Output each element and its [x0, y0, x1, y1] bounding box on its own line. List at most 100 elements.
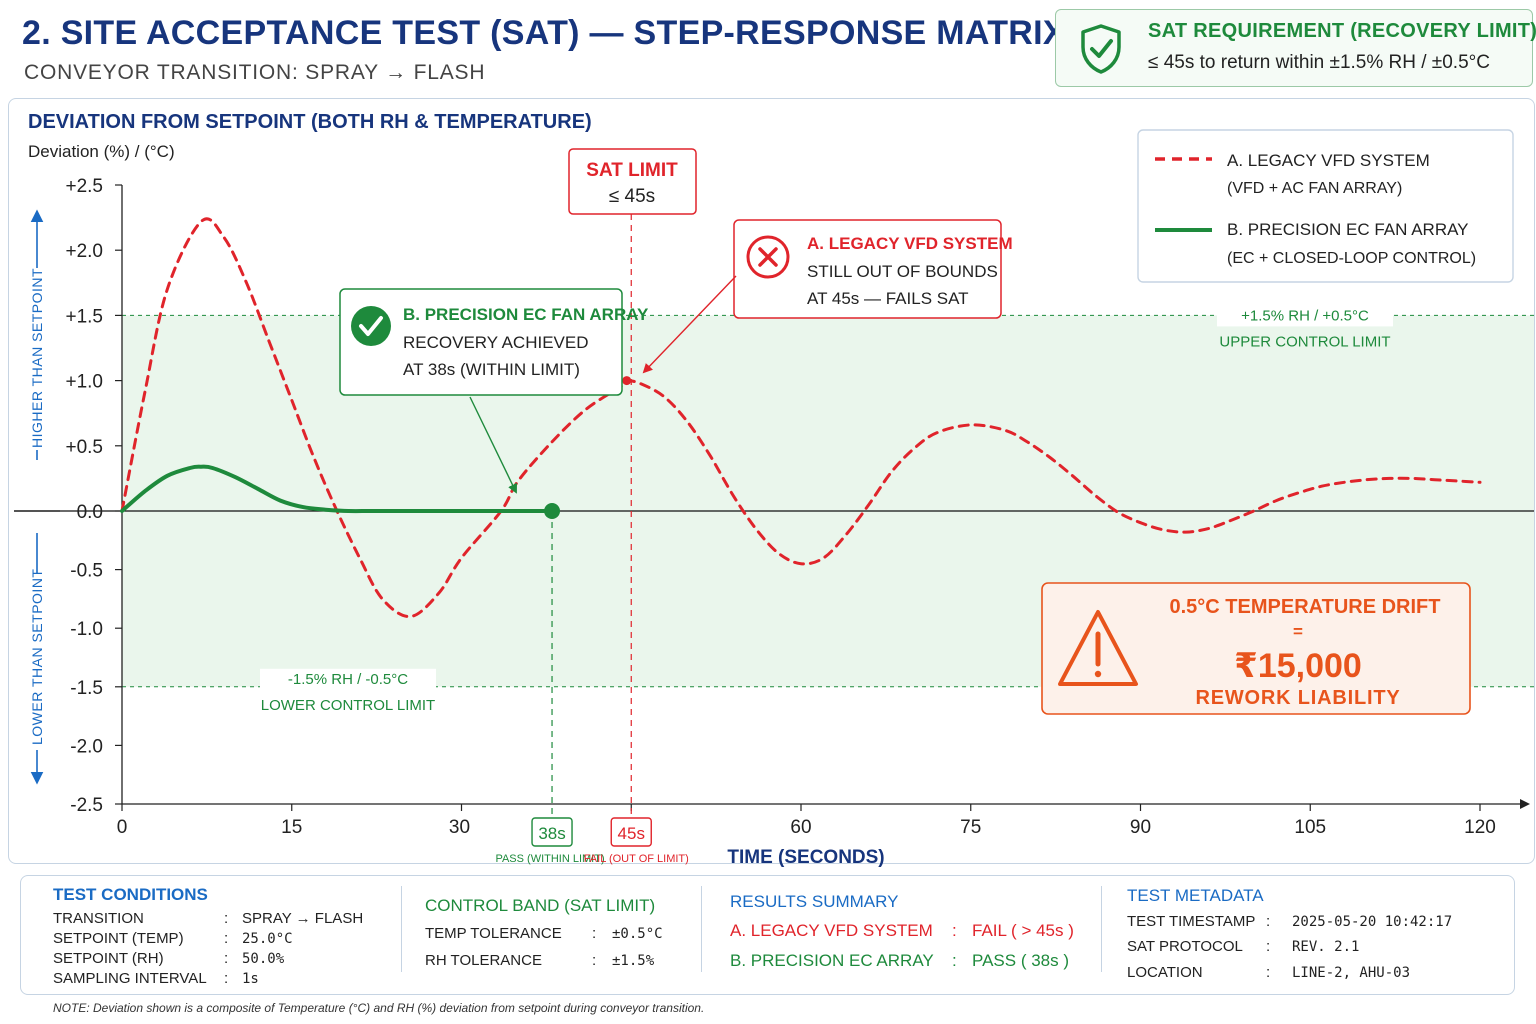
info-panel: [20, 875, 1515, 995]
cond-colon-3: :: [224, 970, 229, 987]
legend-ec-name: B. PRECISION EC FAN ARRAY: [1227, 220, 1469, 239]
meta-label-0: TEST TIMESTAMP: [1127, 913, 1256, 930]
ec-recovery-point: [544, 503, 561, 519]
y-side-lower-label: LOWER THAN SETPOINT: [29, 569, 45, 745]
x-axis-arrow: [1520, 799, 1530, 809]
divider: [401, 886, 402, 972]
requirement-title: SAT REQUIREMENT (RECOVERY LIMIT): [1148, 20, 1536, 42]
series-line-ec: [120, 464, 554, 514]
x-tick-label: 0: [117, 817, 128, 838]
upper-limit-label-0: +1.5% RH / +0.5°C: [1241, 307, 1369, 324]
cond-value-1: 25.0°C: [242, 931, 293, 947]
sat-requirement-box: SAT REQUIREMENT (RECOVERY LIMIT) ≤ 45s t…: [1055, 9, 1536, 87]
page-title: 2. SITE ACCEPTANCE TEST (SAT) — STEP-RES…: [22, 14, 1066, 52]
cond-label-0: TRANSITION: [53, 910, 144, 927]
y-tick-label: -2.5: [70, 795, 103, 816]
x-tick-label: 105: [1294, 817, 1326, 838]
band-title: CONTROL BAND (SAT LIMIT): [425, 896, 656, 915]
band-value-0: ±0.5°C: [612, 926, 663, 942]
x-tick-label: 60: [790, 817, 811, 838]
y-side-upper: HIGHER THAN SETPOINT: [28, 209, 46, 460]
conditions-title: TEST CONDITIONS: [53, 885, 208, 904]
y-tick-label: +2.0: [65, 241, 103, 262]
y-tick-label: +1.0: [65, 372, 103, 393]
sat-limit-text: ≤ 45s: [609, 186, 655, 207]
marker-box-fail: [610, 817, 652, 847]
drift-warning-box: 0.5°C TEMPERATURE DRIFT = ₹15,000 REWORK…: [1041, 582, 1471, 715]
x-tick-label: 120: [1464, 817, 1496, 838]
marker-sub-fail: FAIL (OUT OF LIMIT): [584, 853, 689, 865]
lower-limit-label-0: -1.5% RH / -0.5°C: [288, 671, 408, 688]
marker-label-pass: 38s: [538, 824, 565, 843]
vfd-callout-title: A. LEGACY VFD SYSTEM: [807, 234, 1013, 253]
cond-value-0: SPRAY → FLASH: [242, 910, 364, 927]
legend-ec-sub: (EC + CLOSED-LOOP CONTROL): [1227, 250, 1476, 267]
cond-colon-0: :: [224, 910, 229, 927]
y-axis-label: Deviation (%) / (°C): [28, 142, 175, 161]
cond-colon-1: :: [224, 930, 229, 947]
sat-limit-title: SAT LIMIT: [586, 160, 678, 181]
cond-label-1: SETPOINT (TEMP): [53, 930, 184, 947]
x-circle-icon: [746, 235, 790, 279]
y-tick-label: +1.5: [65, 306, 103, 327]
cond-value-3: 1s: [242, 971, 259, 987]
x-tick-label: 90: [1130, 817, 1151, 838]
meta-colon-0: :: [1266, 913, 1271, 930]
marker-label-fail: 45s: [618, 824, 645, 843]
x-axis-title: TIME (SECONDS): [727, 847, 884, 868]
result-value-1: PASS ( 38s ): [972, 951, 1069, 970]
marker-box-pass: [531, 817, 573, 847]
drift-sub: REWORK LIABILITY: [1195, 687, 1400, 709]
sat-limit-box: SAT LIMIT ≤ 45s: [568, 148, 697, 215]
band-colon-1: :: [592, 952, 597, 969]
y-tick-label: +0.5: [65, 437, 103, 458]
marker-sub-pass: PASS (WITHIN LIMIT): [495, 853, 604, 865]
page-subtitle: CONVEYOR TRANSITION: SPRAY → FLASH: [24, 61, 486, 84]
metadata-title: TEST METADATA: [1127, 886, 1264, 905]
drift-equals: =: [1293, 622, 1303, 641]
band-value-1: ±1.5%: [612, 953, 655, 969]
cond-colon-2: :: [224, 950, 229, 967]
meta-label-1: SAT PROTOCOL: [1127, 938, 1243, 955]
band-colon-0: :: [592, 925, 597, 942]
result-colon-1: :: [952, 951, 957, 970]
ec-callout-line2: AT 38s (WITHIN LIMIT): [403, 360, 580, 379]
requirement-text: ≤ 45s to return within ±1.5% RH / ±0.5°C: [1148, 52, 1490, 73]
lower-limit-label-1: LOWER CONTROL LIMIT: [261, 697, 435, 714]
upper-limit-label-1: UPPER CONTROL LIMIT: [1219, 333, 1390, 350]
y-side-lower: LOWER THAN SETPOINT: [28, 533, 46, 785]
check-circle-icon: [351, 306, 391, 346]
y-tick-label: -0.5: [70, 561, 103, 582]
footnote: NOTE: Deviation shown is a composite of …: [53, 1001, 705, 1015]
result-label-0: A. LEGACY VFD SYSTEM: [730, 921, 933, 940]
cond-label-3: SAMPLING INTERVAL: [53, 970, 207, 987]
x-tick-label: 75: [960, 817, 981, 838]
drift-value: ₹15,000: [1234, 647, 1362, 685]
divider: [701, 886, 702, 972]
result-value-0: FAIL ( > 45s ): [972, 921, 1074, 940]
ec-callout: B. PRECISION EC FAN ARRAY RECOVERY ACHIE…: [339, 288, 649, 494]
meta-value-0: 2025-05-20 10:42:17: [1292, 914, 1453, 930]
divider: [1101, 886, 1102, 972]
vfd-callout-line1: STILL OUT OF BOUNDS: [807, 262, 998, 281]
drift-title: 0.5°C TEMPERATURE DRIFT: [1170, 596, 1441, 618]
ec-callout-title: B. PRECISION EC FAN ARRAY: [403, 305, 649, 324]
result-label-1: B. PRECISION EC ARRAY: [730, 951, 934, 970]
results-title: RESULTS SUMMARY: [730, 892, 899, 911]
y-tick-label: -1.0: [70, 619, 103, 640]
legend-vfd-name: A. LEGACY VFD SYSTEM: [1227, 151, 1430, 170]
meta-colon-1: :: [1266, 938, 1271, 955]
cond-label-2: SETPOINT (RH): [53, 950, 164, 967]
legend: A. LEGACY VFD SYSTEM (VFD + AC FAN ARRAY…: [1137, 129, 1514, 283]
y-tick-label: +2.5: [65, 176, 103, 197]
vfd-45s-point: [622, 376, 632, 386]
vfd-callout-line2: AT 45s — FAILS SAT: [807, 289, 969, 308]
cond-value-2: 50.0%: [242, 951, 285, 967]
ec-callout-line1: RECOVERY ACHIEVED: [403, 333, 589, 352]
band-label-0: TEMP TOLERANCE: [425, 925, 562, 942]
y-tick-label: -2.0: [70, 736, 103, 757]
y-tick-label: 0.0: [77, 502, 103, 523]
band-label-1: RH TOLERANCE: [425, 952, 542, 969]
step-response-chart: +2.5 +2.0 +1.5 +1.0 +0.5 0.0 -0.5 -1.0 -1.5 -2.0 -…: [14, 129, 1534, 868]
y-tick-label: -1.5: [70, 678, 103, 699]
